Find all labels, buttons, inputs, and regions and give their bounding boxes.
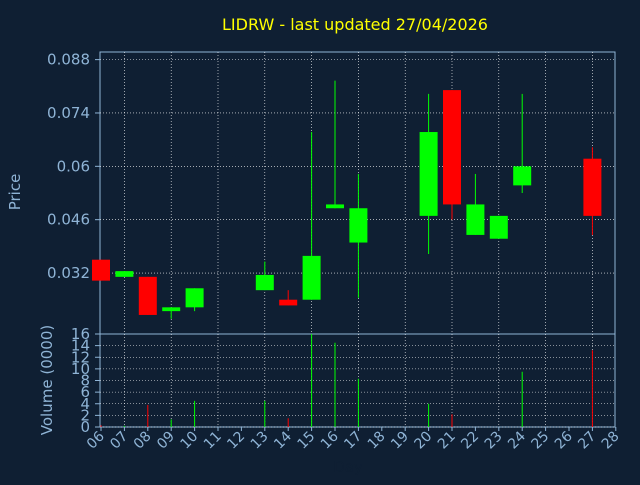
x-tick-label: 12	[224, 429, 248, 453]
x-tick-label: 23	[482, 429, 506, 453]
x-tick-label: 26	[552, 428, 576, 452]
x-tick-label: 25	[529, 429, 553, 453]
volume-tick-label: 14	[71, 337, 90, 355]
x-tick-label: 07	[107, 429, 131, 453]
candle-body	[419, 132, 438, 216]
candle-body	[138, 276, 157, 315]
x-tick-label: 21	[435, 429, 459, 453]
price-tick-label: 0.088	[47, 51, 90, 69]
price-axis-label: Price	[6, 174, 24, 211]
candle-body	[489, 215, 508, 239]
candle-body	[349, 208, 368, 243]
x-tick-label: 15	[295, 429, 319, 453]
x-tick-label: 17	[341, 429, 365, 453]
x-tick-label: 20	[412, 429, 436, 453]
price-tick-label: 0.032	[47, 264, 90, 282]
volume-tick-label: 6	[80, 383, 90, 401]
price-plot-frame	[99, 51, 616, 335]
candle-body	[443, 90, 461, 205]
x-tick-label: 10	[178, 429, 202, 453]
price-tick-label: 0.046	[47, 211, 90, 229]
volume-tick-label: 4	[80, 395, 90, 413]
candle-body	[326, 204, 344, 209]
candle-body	[466, 204, 485, 235]
volume-tick-label: 10	[71, 360, 90, 378]
volume-tick-label: 12	[71, 348, 90, 366]
candle-body	[185, 288, 204, 308]
price-tick-label: 0.06	[57, 157, 90, 175]
x-tick-label: 28	[599, 429, 623, 453]
x-tick-label: 16	[318, 428, 342, 452]
x-tick-label: 18	[365, 429, 389, 453]
candle-body	[279, 299, 298, 306]
x-tick-label: 08	[131, 429, 155, 453]
x-tick-label: 14	[271, 428, 295, 452]
volume-tick-label: 0	[80, 418, 90, 436]
volume-tick-label: 8	[80, 372, 90, 390]
chart-title: LIDRW - last updated 27/04/2026	[222, 15, 488, 34]
x-tick-label: 24	[505, 428, 529, 452]
volume-axis-label: Volume (0000)	[38, 325, 56, 435]
price-tick-label: 16	[71, 325, 90, 343]
x-tick-label: 19	[388, 429, 412, 453]
candle-body	[513, 166, 532, 186]
x-tick-label: 11	[201, 429, 225, 453]
candle-body	[115, 271, 134, 277]
volume-plot-frame	[99, 333, 616, 428]
x-tick-label: 09	[154, 429, 178, 453]
candle-body	[92, 259, 110, 281]
candle-body	[302, 255, 321, 300]
candle-body	[162, 307, 181, 312]
candle-body	[255, 274, 274, 291]
price-tick-label: 0.074	[47, 104, 90, 122]
x-tick-label: 22	[458, 429, 482, 453]
volume-tick-label: 2	[80, 406, 90, 424]
x-axis-label: Day	[333, 458, 363, 476]
candle-body	[583, 158, 602, 216]
x-tick-label: 13	[248, 429, 272, 453]
x-tick-label: 27	[575, 429, 599, 453]
